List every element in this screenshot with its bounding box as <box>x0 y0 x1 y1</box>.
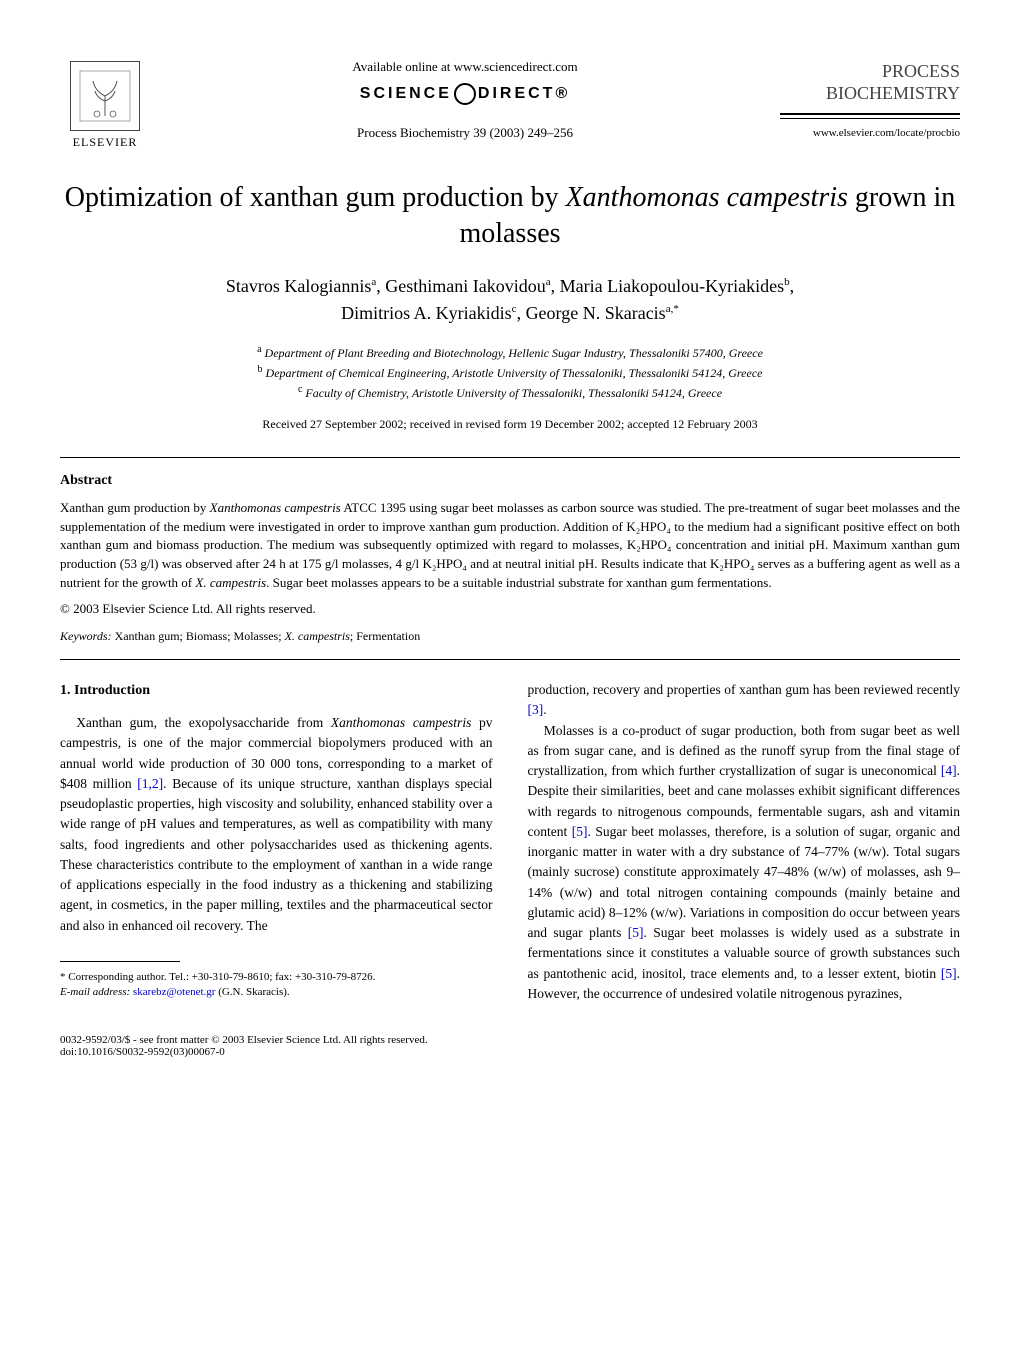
abstract-top-rule <box>60 457 960 458</box>
intro-p1-left: Xanthan gum, the exopolysaccharide from … <box>60 713 493 936</box>
author-4-sup: c <box>512 303 517 315</box>
author-5: George N. Skaracis <box>526 303 666 323</box>
footnote-rule <box>60 961 180 962</box>
footer-line1: 0032-9592/03/$ - see front matter © 2003… <box>60 1034 960 1046</box>
intro-p2-a: Molasses is a co-product of sugar produc… <box>528 723 961 779</box>
intro-p1-species: Xanthomonas campestris <box>331 715 471 730</box>
abstract-text-a: Xanthan gum production by <box>60 500 210 515</box>
corresponding-author-footnote: * Corresponding author. Tel.: +30-310-79… <box>60 970 493 1001</box>
intro-p1-right: production, recovery and properties of x… <box>528 680 961 721</box>
copyright-line: © 2003 Elsevier Science Ltd. All rights … <box>60 601 960 617</box>
keywords-text-a: Xanthan gum; Biomass; Molasses; <box>112 629 285 643</box>
intro-p1-e: . <box>543 702 546 717</box>
keywords-text-b: ; Fermentation <box>350 629 420 643</box>
left-column: 1. Introduction Xanthan gum, the exopoly… <box>60 680 493 1004</box>
intro-p1-c: . Because of its unique structure, xanth… <box>60 776 493 933</box>
corr-author-text: * Corresponding author. Tel.: +30-310-79… <box>60 970 493 985</box>
abstract-species-2: X. campestris <box>195 575 266 590</box>
ref-link-5c[interactable]: [5] <box>941 966 957 981</box>
author-3-sup: b <box>784 276 790 288</box>
journal-url: www.elsevier.com/locate/procbio <box>780 127 960 139</box>
email-link[interactable]: skarebz@otenet.gr <box>133 986 216 998</box>
sciencedirect-logo: SCIENCE DIRECT® <box>180 83 750 105</box>
intro-p1-a: Xanthan gum, the exopolysaccharide from <box>76 715 331 730</box>
abstract-species-1: Xanthomonas campestris <box>210 500 341 515</box>
authors-block: Stavros Kalogiannisa, Gesthimani Iakovid… <box>60 273 960 327</box>
author-1: Stavros Kalogiannis <box>226 276 372 296</box>
intro-heading: 1. Introduction <box>60 680 493 701</box>
email-label: E-mail address: <box>60 986 130 998</box>
author-1-sup: a <box>371 276 376 288</box>
compass-icon <box>454 83 476 105</box>
center-header: Available online at www.sciencedirect.co… <box>150 59 780 141</box>
sciencedirect-prefix: SCIENCE <box>360 85 452 102</box>
email-who: (G.N. Skaracis). <box>215 986 289 998</box>
sciencedirect-suffix: DIRECT® <box>478 85 570 102</box>
ref-link-1-2[interactable]: [1,2] <box>137 776 163 791</box>
affiliation-c: Faculty of Chemistry, Aristotle Universi… <box>305 386 722 400</box>
footer-line2: doi:10.1016/S0032-9592(03)00067-0 <box>60 1046 960 1058</box>
journal-name: PROCESS BIOCHEMISTRY <box>780 61 960 104</box>
available-online-text: Available online at www.sciencedirect.co… <box>180 59 750 75</box>
footer-block: 0032-9592/03/$ - see front matter © 2003… <box>60 1034 960 1058</box>
author-2-sup: a <box>546 276 551 288</box>
affiliation-b: Department of Chemical Engineering, Aris… <box>266 366 763 380</box>
title-prefix: Optimization of xanthan gum production b… <box>65 182 566 213</box>
publisher-logo: ELSEVIER <box>60 50 150 150</box>
journal-rule <box>780 113 960 119</box>
journal-reference: Process Biochemistry 39 (2003) 249–256 <box>180 125 750 141</box>
keywords-species: X. campestris <box>285 629 350 643</box>
article-title: Optimization of xanthan gum production b… <box>60 180 960 253</box>
journal-logo-block: PROCESS BIOCHEMISTRY www.elsevier.com/lo… <box>780 61 960 138</box>
intro-p1-d: production, recovery and properties of x… <box>528 682 961 697</box>
elsevier-tree-icon <box>70 61 140 131</box>
right-column: production, recovery and properties of x… <box>528 680 961 1004</box>
journal-name-line1: PROCESS <box>780 61 960 83</box>
ref-link-3[interactable]: [3] <box>528 702 544 717</box>
intro-p2-c: . Sugar beet molasses, therefore, is a s… <box>528 824 961 940</box>
journal-name-line2: BIOCHEMISTRY <box>780 83 960 105</box>
author-5-sup: a,* <box>666 303 679 315</box>
ref-link-5b[interactable]: [5] <box>628 925 644 940</box>
abstract-heading: Abstract <box>60 473 960 489</box>
affiliations-block: a Department of Plant Breeding and Biote… <box>60 342 960 402</box>
body-columns: 1. Introduction Xanthan gum, the exopoly… <box>60 680 960 1004</box>
affiliation-a: Department of Plant Breeding and Biotech… <box>265 346 763 360</box>
publisher-name: ELSEVIER <box>73 135 138 150</box>
title-species: Xanthomonas campestris <box>566 182 848 213</box>
intro-p2: Molasses is a co-product of sugar produc… <box>528 721 961 1005</box>
keywords-label: Keywords: <box>60 629 112 643</box>
abstract-body: Xanthan gum production by Xanthomonas ca… <box>60 499 960 593</box>
ref-link-4[interactable]: [4] <box>941 763 957 778</box>
abstract-bottom-rule <box>60 659 960 660</box>
page-header: ELSEVIER Available online at www.science… <box>60 50 960 150</box>
article-dates: Received 27 September 2002; received in … <box>60 417 960 432</box>
author-2: Gesthimani Iakovidou <box>385 276 545 296</box>
ref-link-5a[interactable]: [5] <box>572 824 588 839</box>
author-4: Dimitrios A. Kyriakidis <box>341 303 512 323</box>
author-3: Maria Liakopoulou-Kyriakides <box>560 276 784 296</box>
abstract-text-c: . Sugar beet molasses appears to be a su… <box>266 575 771 590</box>
keywords-block: Keywords: Xanthan gum; Biomass; Molasses… <box>60 629 960 644</box>
